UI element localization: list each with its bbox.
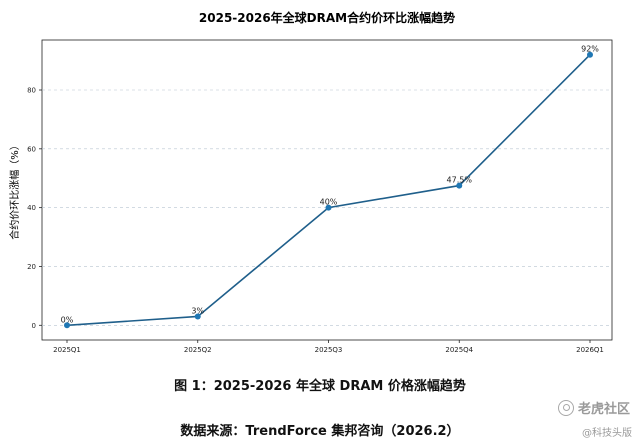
x-tick-label: 2025Q3 bbox=[315, 346, 343, 354]
chart-title: 2025-2026年全球DRAM合约价环比涨幅趋势 bbox=[199, 10, 455, 25]
x-tick-label: 2026Q1 bbox=[576, 346, 604, 354]
data-label: 92% bbox=[581, 45, 599, 54]
y-tick-label: 40 bbox=[27, 204, 36, 212]
data-point bbox=[64, 322, 70, 329]
x-tick-label: 2025Q4 bbox=[445, 346, 473, 354]
data-label: 0% bbox=[61, 315, 74, 324]
watermark: 老虎社区 bbox=[557, 398, 630, 417]
figure-caption: 图 1：2025-2026 年全球 DRAM 价格涨幅趋势 bbox=[174, 379, 466, 394]
source-caption: 数据来源：TrendForce 集邦咨询（2026.2） bbox=[180, 424, 460, 439]
data-point bbox=[325, 204, 332, 211]
y-tick-label: 60 bbox=[27, 145, 36, 153]
x-tick-label: 2025Q1 bbox=[53, 346, 81, 354]
x-axis-ticks: 2025Q1 2025Q2 2025Q3 2025Q4 2026Q1 bbox=[53, 340, 604, 354]
plot-area bbox=[41, 39, 613, 341]
data-labels: 0% 3% 40% 47.5% 92% bbox=[61, 45, 600, 325]
y-tick-label: 0 bbox=[32, 322, 36, 330]
watermark-text: 老虎社区 bbox=[577, 402, 630, 417]
series-line bbox=[66, 54, 591, 327]
y-axis-ticks: 0 20 40 60 80 bbox=[27, 87, 42, 330]
data-point bbox=[194, 313, 201, 320]
y-tick-label: 80 bbox=[27, 87, 36, 95]
watermark-handle: @科技头版 bbox=[582, 424, 632, 439]
y-axis-label: 合约价环比涨幅（%） bbox=[8, 140, 21, 240]
data-point bbox=[456, 182, 463, 189]
tiger-logo-icon bbox=[557, 399, 574, 416]
data-label: 47.5% bbox=[447, 176, 473, 185]
series-markers bbox=[64, 51, 593, 329]
x-tick-label: 2025Q2 bbox=[184, 346, 212, 354]
data-label: 3% bbox=[191, 306, 204, 315]
watermark-handle-text: @科技头版 bbox=[582, 428, 632, 439]
data-label: 40% bbox=[320, 198, 338, 207]
data-point bbox=[587, 51, 593, 58]
y-tick-label: 20 bbox=[27, 263, 36, 271]
series-line-path bbox=[66, 54, 591, 327]
